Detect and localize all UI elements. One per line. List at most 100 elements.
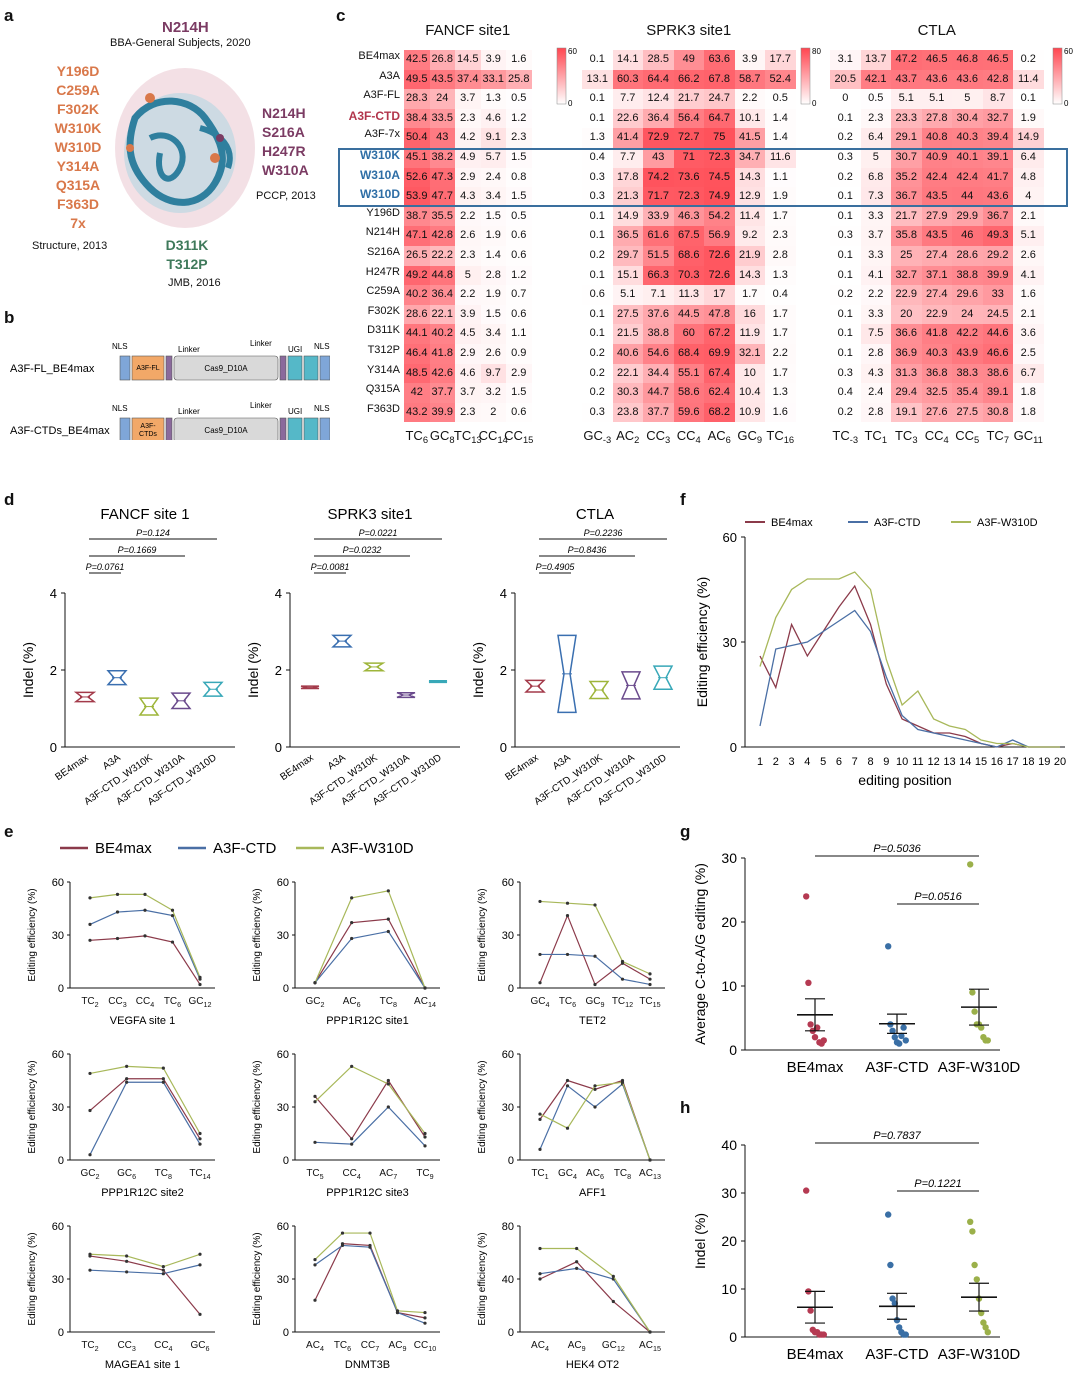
heatmap-cell: 1.3: [582, 128, 613, 148]
heatmap-cell: 0.1: [830, 108, 861, 129]
heatmap-cell: 4.8: [1013, 167, 1044, 188]
x-tick-label: TC1: [531, 1168, 548, 1181]
heatmap-cell: 46.4: [404, 344, 430, 364]
data-point: [565, 1078, 570, 1083]
heatmap-cell: 38.8: [952, 265, 983, 286]
heatmap-cell: 43: [643, 148, 674, 168]
data-point: [611, 1299, 615, 1304]
heatmap-cell: 27.5: [952, 402, 983, 423]
heatmap-cell: 66.2: [673, 69, 704, 90]
nls-block: [319, 355, 330, 381]
heatmap-cell: 46.5: [982, 50, 1013, 70]
x-tick-label: AC7: [379, 1168, 397, 1181]
heatmap-cell: 26.5: [404, 246, 430, 266]
heatmap-cell: 58.7: [734, 69, 765, 90]
heatmap-cell: 10.1: [734, 108, 765, 129]
series-line: [314, 1079, 426, 1140]
heatmap-row-label: F363D: [366, 402, 400, 415]
heatmap-cell: 45.1: [404, 148, 430, 168]
data-point: [313, 1263, 317, 1267]
heatmap-cell: 9.7: [480, 363, 506, 384]
y-tick-label: 0: [275, 740, 282, 755]
protein-ribbon: [148, 132, 186, 182]
plot-site-name: DNMT3B: [345, 1359, 390, 1371]
heatmap-cell: 29.4: [891, 383, 922, 403]
x-tick-label: TC8: [380, 996, 397, 1009]
x-tick-label: TC8: [614, 1168, 631, 1181]
heatmap-cell: 36.5: [612, 226, 643, 246]
y-tick-label: 60: [502, 877, 514, 889]
heatmap-cell: 1.7: [734, 285, 765, 305]
panel-e-line-charts: BE4max A3F-CTD A3F-W310D 0 30 60 Editing effic…: [27, 840, 665, 1371]
heatmap-cell: 43: [429, 128, 455, 148]
heatmap-row-label: C259A: [366, 285, 400, 298]
data-point: [984, 1037, 991, 1044]
data-point: [984, 1329, 991, 1336]
y-tick-label: 30: [52, 1274, 64, 1286]
heatmap-cell: 60.3: [612, 69, 643, 90]
heatmap-cell: 3.9: [480, 50, 506, 70]
heatmap-cell: 3.9: [734, 50, 765, 70]
x-tick-label: AC9: [389, 1340, 407, 1353]
y-tick-label: 30: [277, 1274, 289, 1286]
color-scale-bar: [1052, 47, 1063, 105]
x-tick-label: 20: [1054, 756, 1066, 768]
heatmap-cell: 3.9: [455, 304, 481, 325]
p-value-label: P=0.5036: [873, 843, 921, 855]
heatmap-cell: 0.2: [830, 167, 861, 188]
construct-diagram: A3F-FL_BE4max NLS A3F-FL Linker Cas9_D10A Lin…: [10, 339, 330, 440]
cas9-block: [173, 355, 279, 381]
p-value-label: P=0.4905: [536, 562, 576, 572]
x-tick-label: 9: [883, 756, 889, 768]
data-point: [170, 908, 175, 912]
heatmap-cell: 10: [734, 363, 765, 384]
y-tick-label: 60: [52, 1049, 64, 1061]
protein-structure-image: [115, 68, 255, 228]
x-tick-label: TC2: [81, 996, 98, 1009]
heatmap-cell: 1.5: [506, 148, 532, 168]
heatmap-cell: 27.4: [921, 285, 952, 305]
heatmap-cell: 0.6: [506, 226, 532, 246]
data-point: [538, 1246, 542, 1251]
heatmap-cell: 40.2: [404, 285, 430, 305]
heatmap-cell: 30.4: [952, 108, 983, 129]
data-point: [889, 1027, 896, 1034]
p-value-label: P=0.2236: [584, 528, 623, 538]
data-point: [125, 1259, 129, 1263]
data-point: [161, 1268, 165, 1272]
heatmap-cell: 42.5: [404, 50, 430, 70]
heatmap-cell: 0.1: [1013, 89, 1044, 109]
heatmap-cell: 4.6: [455, 363, 481, 384]
y-tick-label: 10: [721, 1281, 737, 1297]
data-point: [593, 903, 597, 907]
heatmap-cell: 0.2: [830, 285, 861, 305]
heatmap-col-label: TC13: [454, 428, 482, 445]
heatmap-cell: 63.6: [704, 50, 735, 70]
heatmap-cell: 59.6: [673, 402, 704, 423]
data-point: [973, 1276, 980, 1283]
heatmap-cell: 12.4: [643, 89, 674, 109]
heatmap-cell: 2.6: [455, 226, 481, 246]
data-point: [350, 921, 354, 925]
heatmap-cell: 0.1: [582, 265, 613, 286]
heatmap-cell: 2.4: [860, 383, 891, 403]
y-axis-label: Editing efficiency (%): [252, 1060, 263, 1153]
residue-marker: [126, 144, 134, 152]
data-point: [125, 1254, 129, 1258]
heatmap-block-title: CTLA: [917, 22, 956, 39]
series-line: [314, 918, 426, 989]
heatmap-cell: 0.8: [506, 167, 532, 188]
heatmap-cell: 1.7: [765, 206, 796, 227]
panel-label-c: c: [336, 6, 346, 25]
panel-h-dot-plot: 0 10 20 30 40 Indel (%) P=0.7837 P=0.1221 BE4max…: [692, 1130, 1020, 1363]
heatmap-cell: 35.2: [891, 167, 922, 188]
heatmap-cell: 54.2: [704, 206, 735, 227]
panel-label-d: d: [4, 490, 15, 509]
data-point: [170, 940, 175, 944]
heatmap-cell: 39.9: [982, 265, 1013, 286]
heatmap-cell: 41.7: [982, 167, 1013, 188]
heatmap-cell: 44.1: [404, 324, 430, 344]
x-tick-label: 14: [959, 756, 971, 768]
nls-block: [119, 355, 131, 381]
y-axis-label: Editing efficiency (%): [252, 1232, 263, 1325]
